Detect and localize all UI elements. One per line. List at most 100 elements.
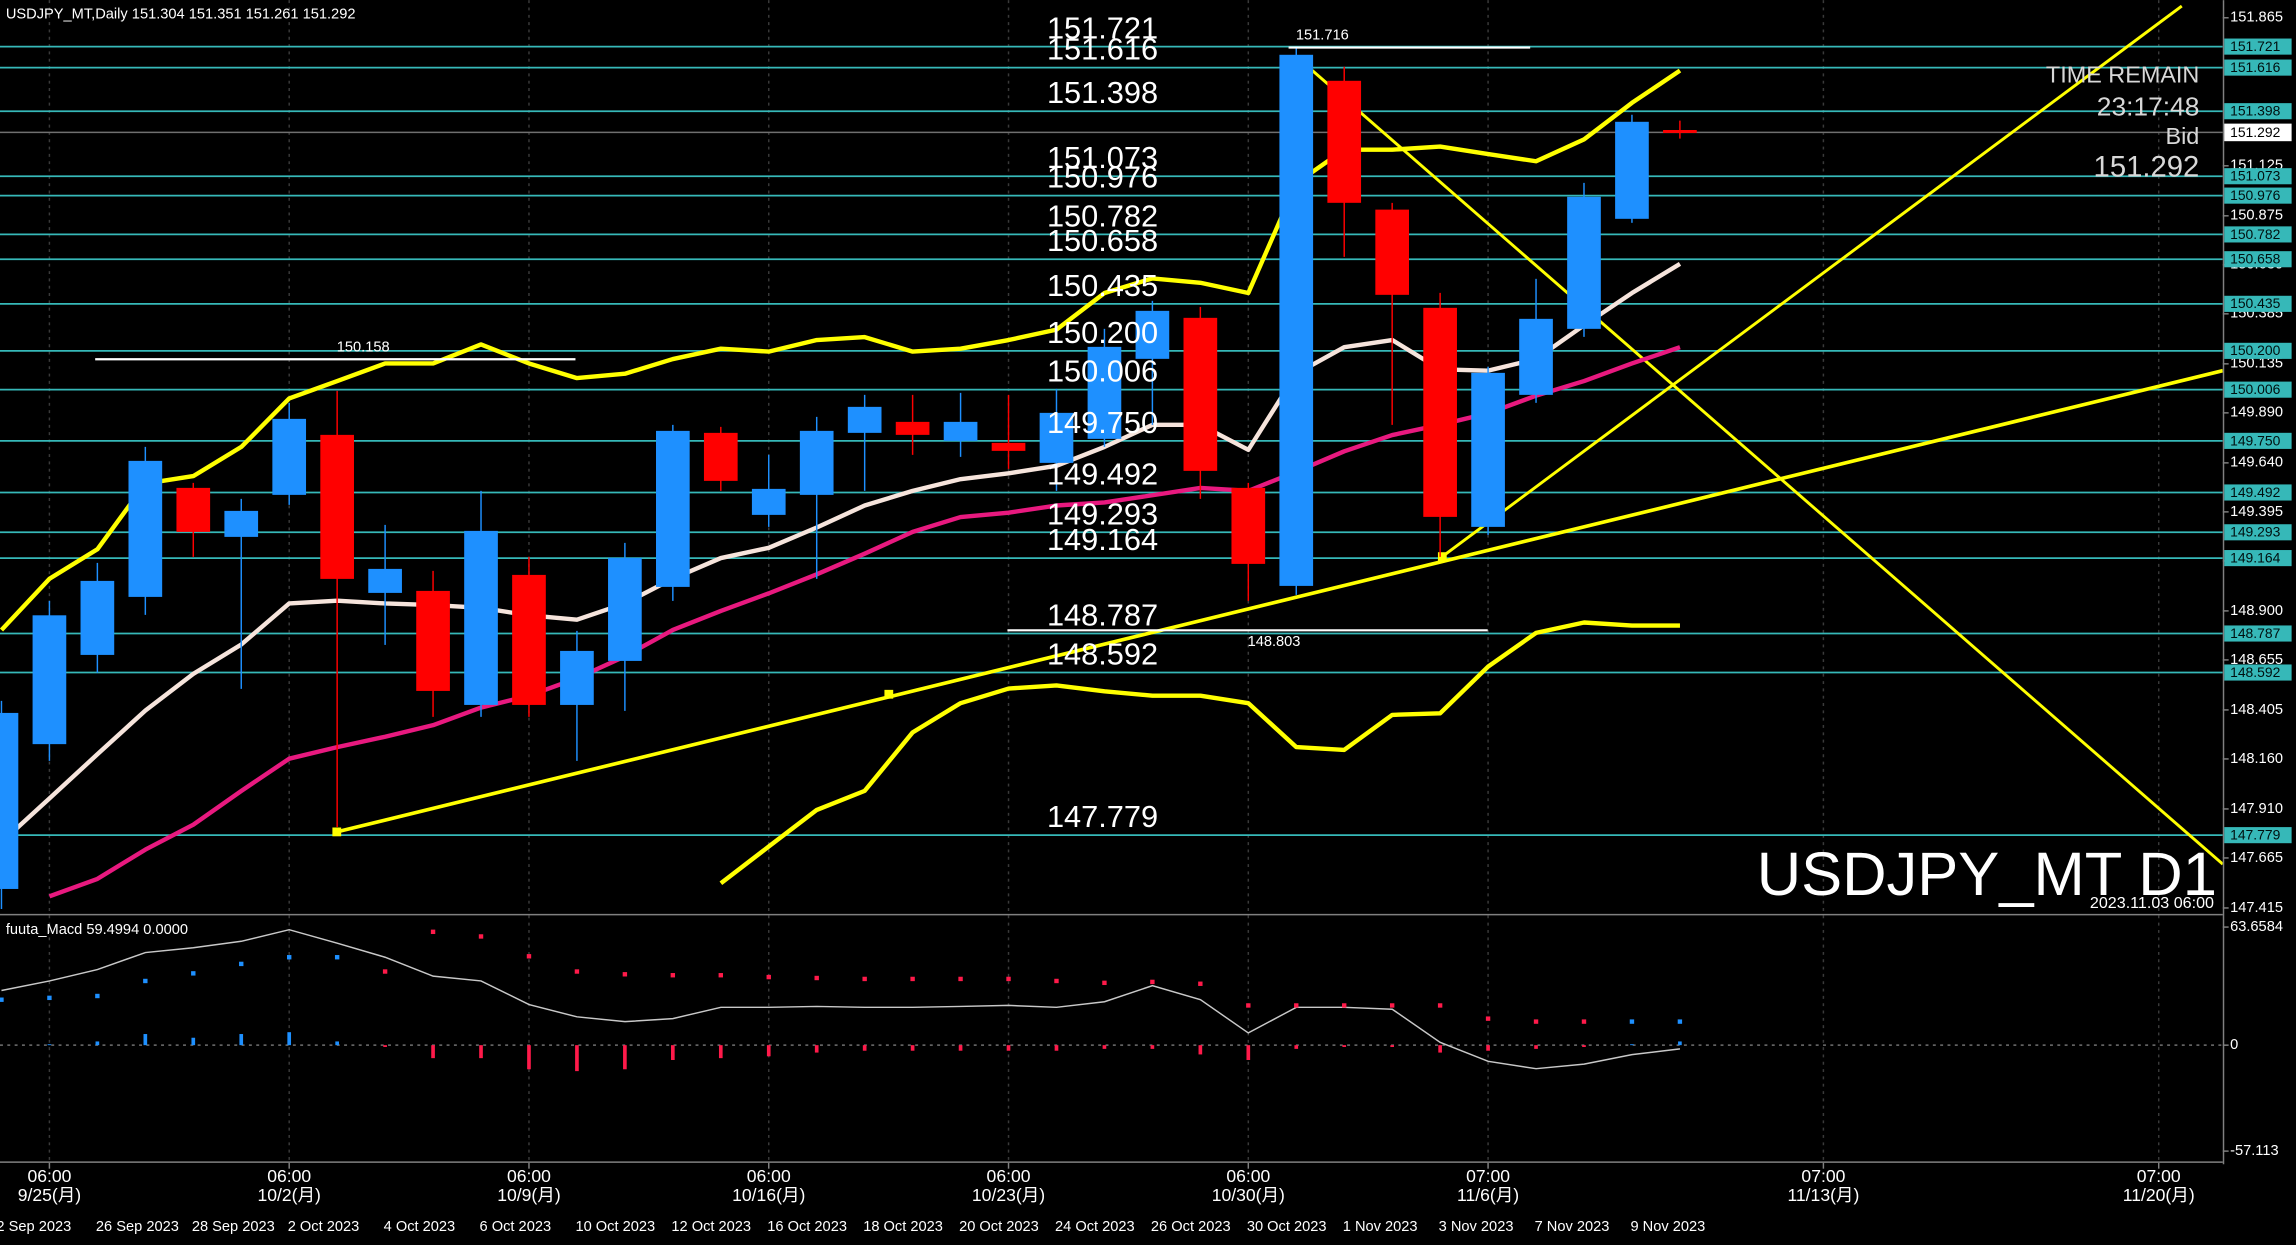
trendline-anchor <box>884 689 894 699</box>
level-tag <box>2224 251 2292 268</box>
macd-signal-dot <box>191 971 196 976</box>
macd-signal-dot <box>766 974 771 980</box>
x-tick-date: 11/6(月) <box>1457 1185 1519 1205</box>
macd-signal-dot <box>1294 1003 1299 1008</box>
overlay-layer <box>0 68 1682 899</box>
bid: 151.292 <box>2094 150 2200 183</box>
trendline <box>1441 4 2183 558</box>
macd-signal-dot <box>334 955 340 960</box>
x-tick-time: 06:00 <box>267 1166 311 1186</box>
macd-signal-dot <box>430 929 436 935</box>
macd-signal-dot <box>958 976 963 982</box>
x-tick-date: 10/9(月) <box>497 1185 560 1205</box>
candle-body <box>751 488 786 515</box>
candle-body <box>1135 310 1170 359</box>
level-tag-label: 151.073 <box>2230 168 2281 184</box>
date-label: 7 Nov 2023 <box>1535 1219 1610 1235</box>
date-label: 4 Oct 2023 <box>384 1219 456 1235</box>
indicator-line <box>48 345 1681 899</box>
date-label: 9 Nov 2023 <box>1630 1219 1705 1235</box>
level-label: 150.006 <box>1047 354 1158 389</box>
macd-signal-dot <box>1198 981 1203 986</box>
macd-signal-dot <box>143 978 148 984</box>
macd-signal-dot <box>1581 1019 1587 1024</box>
trendline <box>1297 57 2223 866</box>
level-tag <box>2224 168 2292 185</box>
candle-body <box>656 430 690 587</box>
level-label: 148.787 <box>1047 598 1158 633</box>
candle-body <box>512 574 546 705</box>
x-tick-time: 07:00 <box>1466 1166 1510 1186</box>
level-tag-label: 150.200 <box>2230 342 2281 358</box>
macd-signal-dot <box>478 934 484 939</box>
x-tick-time: 06:00 <box>987 1166 1031 1186</box>
y-tick-label: 147.665 <box>2230 850 2283 866</box>
macd-signal-dot <box>670 973 676 978</box>
macd-signal-dot <box>718 973 723 978</box>
date-label: 18 Oct 2023 <box>863 1219 943 1235</box>
date-label: 1 Nov 2023 <box>1343 1219 1418 1235</box>
macd-signal-dot <box>526 954 532 959</box>
candle-body <box>799 430 834 495</box>
macd-signal-dot <box>1054 978 1059 984</box>
macd-y-tick-label: 63.6584 <box>2230 919 2283 935</box>
level-tag <box>2224 484 2292 501</box>
y-tick-label: 150.875 <box>2230 208 2283 224</box>
macd-signal-dot <box>1629 1019 1635 1024</box>
level-tag <box>2224 226 2292 243</box>
macd-panel <box>0 928 2223 1072</box>
macd-signal-dot <box>574 969 580 974</box>
candle-body <box>1327 80 1362 203</box>
date-label: 6 Oct 2023 <box>480 1219 552 1235</box>
macd-signal-dot <box>1246 1003 1251 1008</box>
candle-body <box>1375 209 1410 295</box>
date-label: 16 Oct 2023 <box>767 1219 847 1235</box>
macd-signal-dot <box>1006 976 1011 982</box>
date-label: 28 Sep 2023 <box>192 1219 275 1235</box>
candle-body <box>1039 412 1074 463</box>
level-tag-label: 150.435 <box>2230 295 2281 311</box>
y-tick-label: 150.135 <box>2230 356 2283 372</box>
macd-line <box>1 928 1681 1070</box>
level-label: 150.435 <box>1047 268 1158 303</box>
x-tick-time: 07:00 <box>1801 1166 1845 1186</box>
candle-body <box>895 421 930 435</box>
level-tag-label: 150.658 <box>2230 251 2281 267</box>
candle-body <box>1567 196 1601 329</box>
trendline <box>336 368 2223 834</box>
watermark: USDJPY_MT D1 <box>1757 840 2217 909</box>
bid-label: Bid <box>2166 123 2200 149</box>
macd-signal-dot <box>1102 980 1107 986</box>
annotation-label: 150.158 <box>337 339 390 355</box>
level-tag <box>2224 625 2292 642</box>
level-tag-label: 151.398 <box>2230 103 2281 119</box>
level-tag <box>2224 38 2292 55</box>
annotation-label: 148.803 <box>1248 634 1301 650</box>
time-remain: 23:17:48 <box>2097 91 2200 121</box>
level-tag <box>2224 59 2292 76</box>
candle-body <box>991 442 1026 451</box>
indicator-line <box>0 262 1682 844</box>
y-tick-label: 148.160 <box>2230 751 2283 767</box>
level-tag-label: 150.006 <box>2230 381 2281 397</box>
current-price-label: 151.292 <box>2230 124 2281 140</box>
time-remain-label: TIME REMAIN <box>2046 62 2199 88</box>
y-tick-label: 147.910 <box>2230 801 2283 817</box>
macd-signal-dot <box>1342 1003 1347 1008</box>
y-tick-label: 151.865 <box>2230 10 2283 26</box>
level-tag-label: 149.750 <box>2230 432 2281 448</box>
date-label: 12 Oct 2023 <box>671 1219 751 1235</box>
level-label: 149.164 <box>1047 522 1158 557</box>
level-tag-label: 151.721 <box>2230 38 2281 54</box>
level-tag <box>2224 550 2292 567</box>
level-tag-label: 150.782 <box>2230 226 2281 242</box>
macd-signal-dot <box>47 995 52 1001</box>
macd-signal-dot <box>1389 1003 1395 1008</box>
annotation-layer: 150.158 151.716 148.803 <box>95 28 1531 650</box>
annotation-label: 151.716 <box>1296 28 1349 44</box>
candle-body <box>320 434 354 579</box>
candle-body <box>943 421 978 441</box>
